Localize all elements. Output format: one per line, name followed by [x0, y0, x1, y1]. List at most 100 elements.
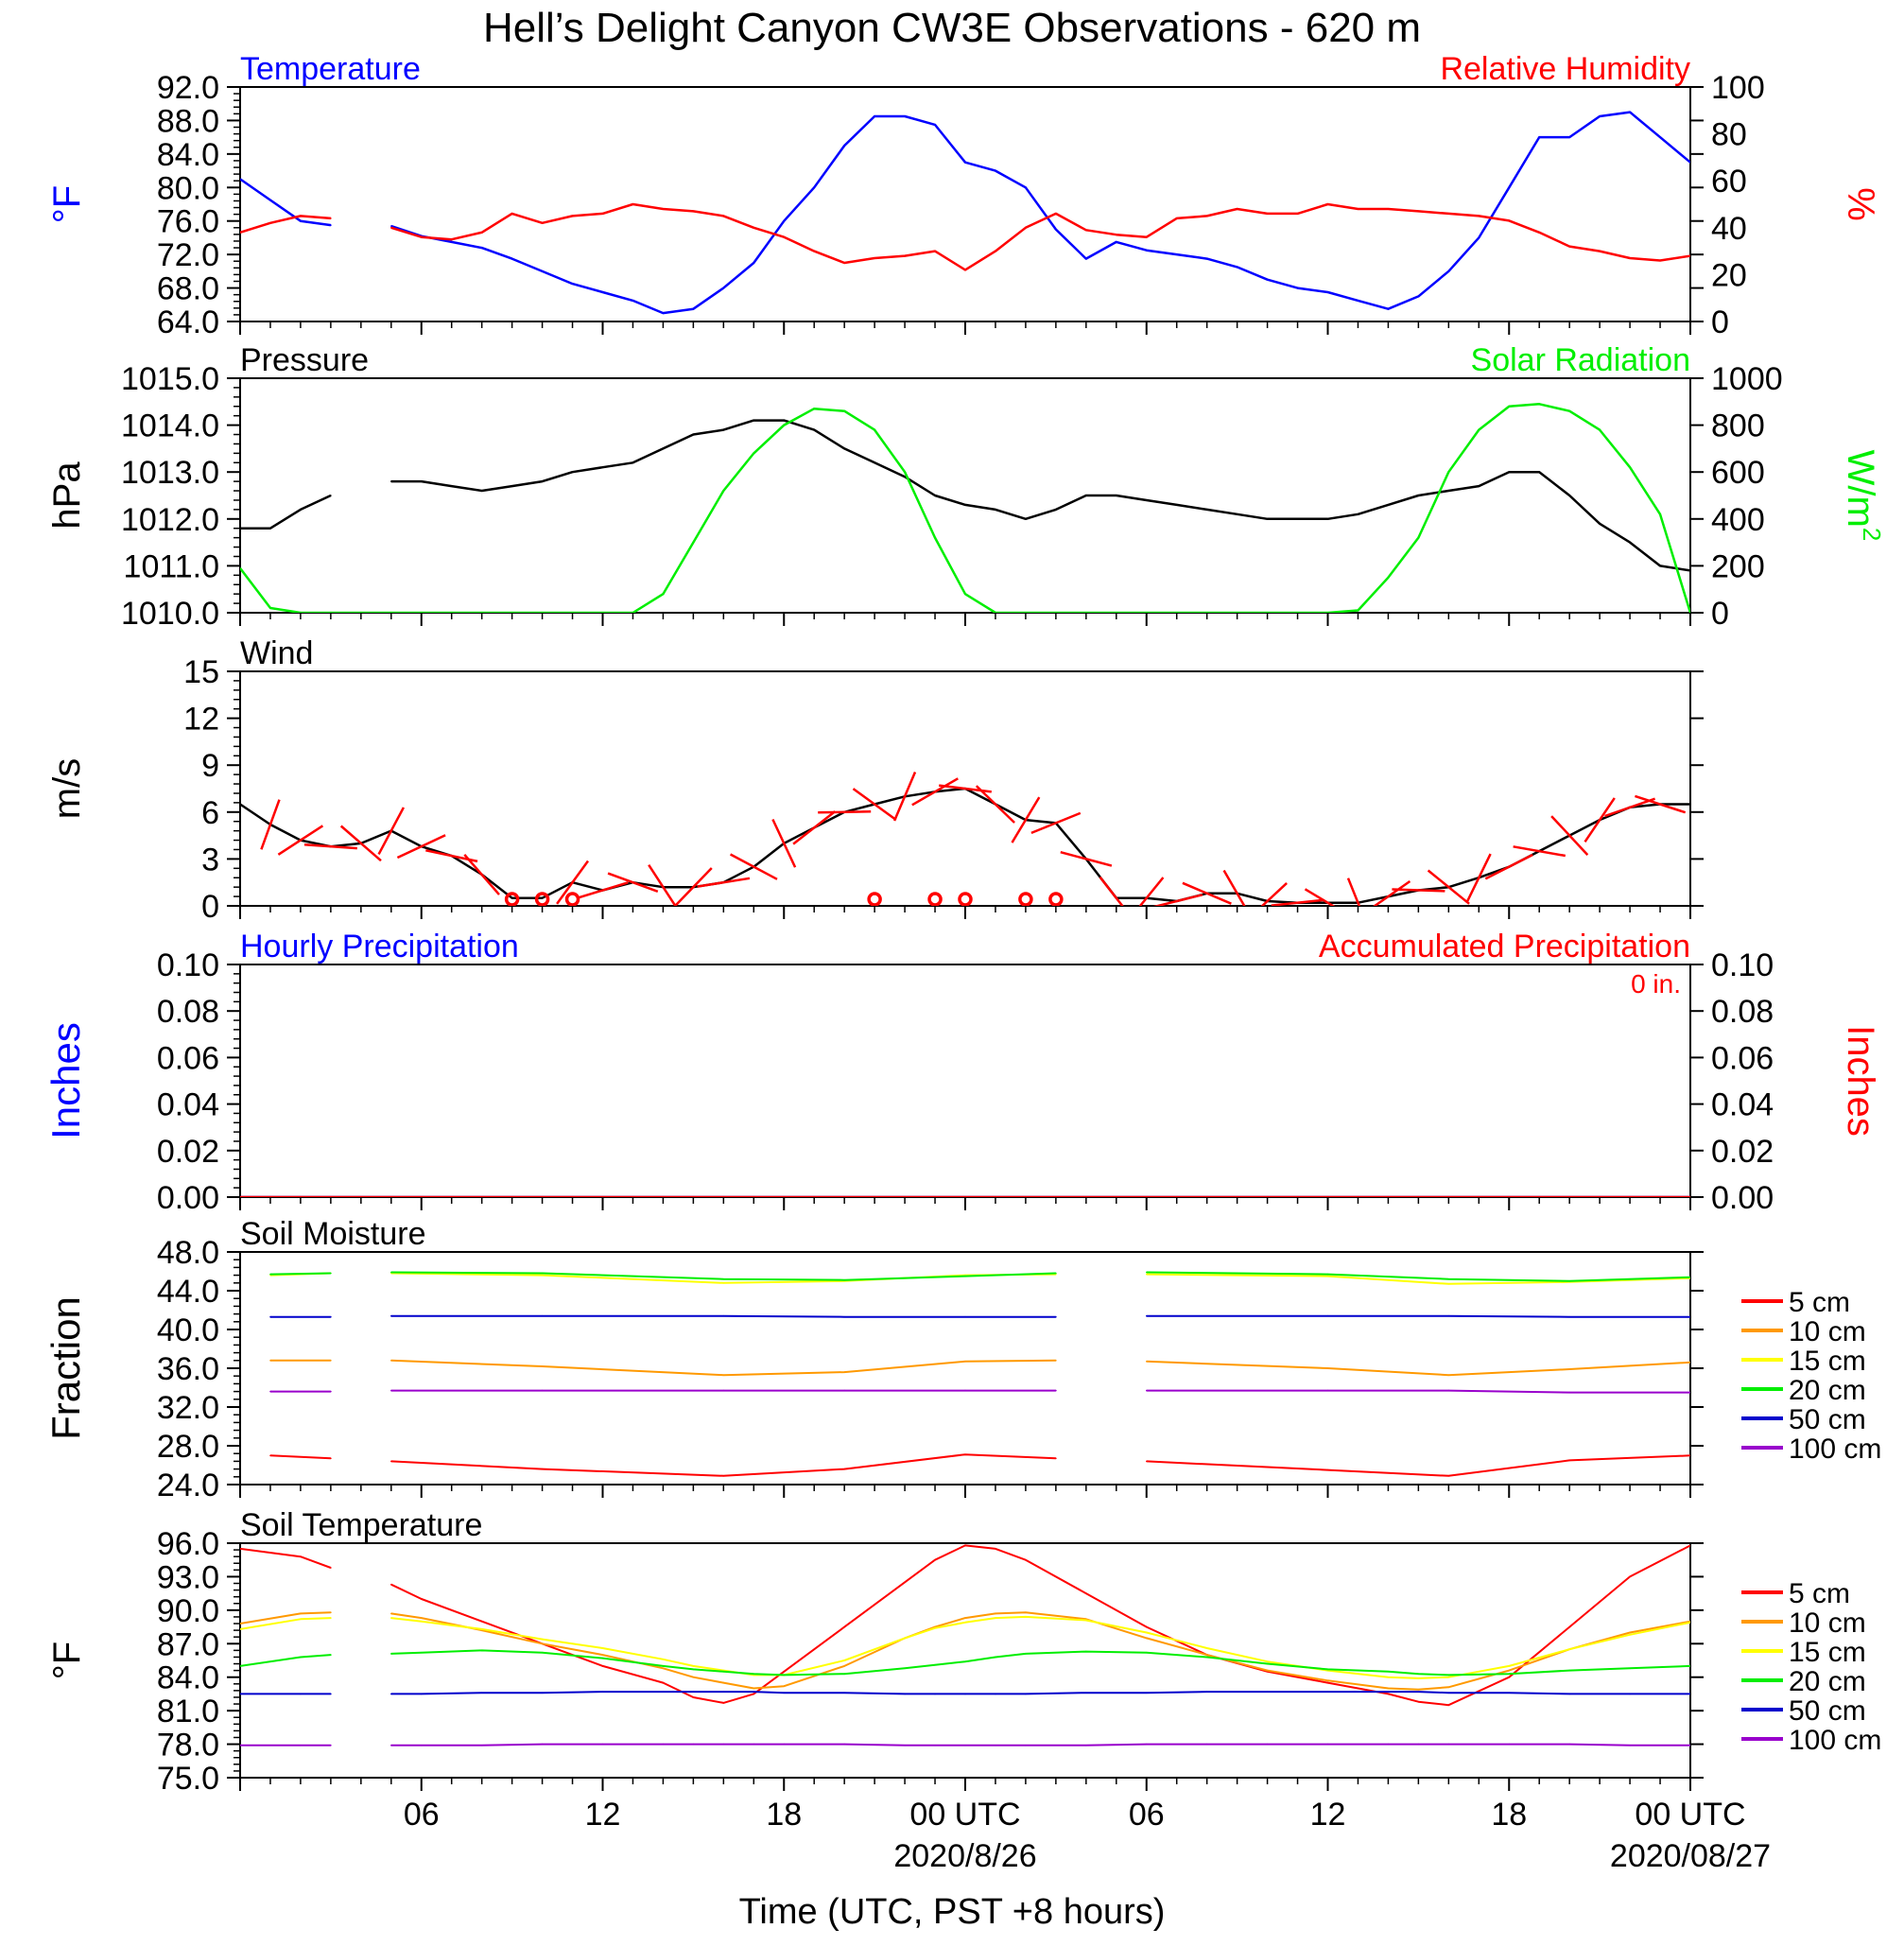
y-tick-label-right: 0.06: [1711, 1040, 1774, 1076]
y-tick-label-right: 0: [1711, 304, 1729, 340]
data-point: [783, 1671, 786, 1673]
x-tick-label: 06: [1129, 1797, 1165, 1833]
data-point: [783, 1674, 786, 1677]
data-point: [1508, 1673, 1511, 1675]
y-tick-label-right: 80: [1711, 117, 1747, 153]
wind-barb: [277, 825, 324, 856]
data-point: [330, 1272, 332, 1275]
data-point: [1508, 186, 1511, 189]
wind-barb: [1346, 877, 1361, 906]
data-point: [1025, 1558, 1027, 1561]
data-point: [692, 1665, 695, 1667]
data-point: [541, 1468, 544, 1470]
data-point: [1146, 1651, 1148, 1654]
wind-barb: [818, 810, 872, 814]
data-point: [1326, 1743, 1329, 1746]
legend-label: 50 cm: [1789, 1404, 1866, 1435]
data-point: [1055, 509, 1057, 511]
data-point: [722, 1743, 725, 1746]
y-tick-label: 81.0: [157, 1694, 219, 1729]
series-line-solar-radiation: [240, 403, 1690, 613]
data-point: [1387, 1676, 1390, 1678]
data-point: [964, 504, 966, 506]
data-point: [1205, 1654, 1208, 1656]
data-point: [934, 1745, 936, 1746]
series-line-20-cm: [240, 1649, 1690, 1677]
data-point: [269, 1273, 271, 1276]
data-point: [874, 428, 875, 431]
wind-barb: [1427, 869, 1470, 905]
data-point: [753, 1687, 755, 1690]
data-point: [722, 1681, 725, 1684]
legend-label: 5 cm: [1789, 1578, 1850, 1609]
wind-barb: [1222, 869, 1246, 906]
data-point: [722, 1314, 725, 1317]
y-tick-label-right: 60: [1711, 164, 1747, 200]
data-point: [1055, 1315, 1057, 1318]
y-tick-label: 32.0: [157, 1390, 219, 1426]
data-point: [541, 1272, 544, 1275]
data-point: [692, 1676, 695, 1678]
data-point: [1508, 471, 1511, 474]
x-date-label: 2020/08/27: [1610, 1838, 1771, 1874]
data-point: [1025, 1693, 1027, 1695]
panel-title-right: Solar Radiation: [1471, 342, 1690, 378]
data-point: [601, 1654, 604, 1656]
data-point: [1417, 1673, 1420, 1675]
y-tick-label: 0.08: [157, 994, 219, 1030]
data-point: [1146, 1625, 1148, 1628]
data-point: [421, 235, 423, 238]
data-point: [1568, 495, 1570, 496]
data-point: [1055, 612, 1057, 613]
data-point: [1326, 612, 1329, 613]
data-point: [300, 1745, 302, 1746]
data-point: [964, 161, 966, 164]
data-point: [1146, 1389, 1148, 1392]
data-point: [1085, 1692, 1087, 1694]
data-point: [783, 219, 786, 222]
wind-barb: [1099, 876, 1124, 906]
y-tick-label: 1012.0: [121, 502, 219, 538]
y-tick-label: 1010.0: [121, 596, 219, 632]
data-point: [1508, 1665, 1511, 1667]
data-point: [1205, 1656, 1208, 1659]
wind-barb: [674, 867, 713, 906]
data-point: [722, 1691, 725, 1693]
data-point: [934, 536, 936, 539]
y-tick-label: 90.0: [157, 1593, 219, 1629]
data-point: [1326, 291, 1329, 293]
data-point: [1175, 612, 1178, 613]
data-point: [843, 409, 845, 412]
legend-label: 100 cm: [1789, 1725, 1881, 1756]
data-point: [632, 612, 634, 613]
wind-barb: [697, 877, 751, 888]
data-point: [1085, 1592, 1087, 1594]
calm-wind-marker: [534, 892, 550, 906]
y-tick-label: 84.0: [157, 1660, 219, 1696]
data-point: [1266, 612, 1269, 613]
data-point: [240, 1623, 241, 1625]
y-tick-label-right: 800: [1711, 408, 1765, 444]
plot-frame: [239, 1251, 1691, 1486]
data-point: [1326, 1367, 1329, 1369]
data-point: [692, 1668, 695, 1671]
data-point: [1116, 495, 1117, 496]
data-point: [1659, 513, 1661, 515]
data-point: [1055, 228, 1057, 231]
data-point: [964, 1275, 966, 1277]
data-point: [722, 1374, 725, 1376]
data-point: [300, 219, 302, 222]
data-point: [1025, 186, 1027, 189]
data-point: [813, 428, 815, 431]
data-point: [240, 1628, 241, 1630]
data-point: [1055, 1272, 1057, 1275]
data-point: [1326, 1275, 1329, 1277]
data-point: [995, 250, 996, 252]
data-point: [964, 1389, 966, 1392]
data-point: [1447, 1283, 1450, 1285]
data-point: [1025, 1745, 1027, 1746]
data-point: [1266, 518, 1269, 520]
data-point: [722, 428, 725, 431]
wind-barb: [1138, 877, 1165, 906]
data-point: [813, 186, 815, 189]
